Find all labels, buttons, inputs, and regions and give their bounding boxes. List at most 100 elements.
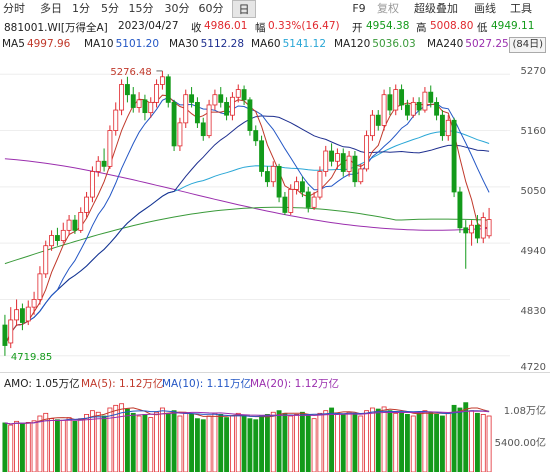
- candle-body: [194, 101, 200, 124]
- price-axis-label: 4720: [520, 362, 546, 373]
- candle: [8, 307, 14, 349]
- tab-1[interactable]: 多日: [40, 2, 62, 15]
- candle-body: [189, 94, 195, 103]
- candle-body: [276, 165, 282, 198]
- candle-body: [305, 191, 311, 208]
- tab-2[interactable]: 1分: [72, 2, 90, 15]
- candle-body: [329, 150, 335, 162]
- volume-bar: [305, 415, 311, 472]
- candle: [358, 163, 364, 185]
- candle-body: [19, 308, 25, 323]
- candle: [159, 70, 165, 90]
- candle-body: [469, 224, 475, 234]
- volume-bar: [60, 419, 66, 472]
- tab-5[interactable]: 30分: [164, 2, 190, 15]
- candle: [264, 166, 270, 187]
- tab-7[interactable]: 日: [232, 0, 256, 18]
- vol-ma10-line: [4, 410, 490, 425]
- candle-body: [235, 89, 241, 98]
- high-value: 5008.80: [430, 20, 474, 32]
- ma-label: MA30: [169, 38, 199, 50]
- candle: [469, 220, 475, 246]
- candlestick-chart[interactable]: 5276.48 4719.85: [0, 56, 550, 372]
- tab-6[interactable]: 60分: [198, 2, 224, 15]
- candle: [434, 97, 440, 121]
- candle-body: [66, 219, 72, 231]
- volume-bar: [2, 422, 8, 472]
- candle-body: [404, 104, 410, 116]
- candle: [212, 89, 218, 111]
- tab-9[interactable]: 复权: [377, 2, 399, 15]
- tab-8[interactable]: F9: [352, 2, 366, 15]
- candle: [247, 97, 253, 136]
- tab-10[interactable]: 超级叠加: [414, 2, 458, 15]
- candle: [340, 148, 346, 177]
- candle-body: [206, 104, 212, 137]
- volume-bar: [206, 415, 212, 472]
- candle: [463, 220, 469, 269]
- index-code: 881001.WI[万得全A]: [4, 22, 108, 34]
- volume-chart[interactable]: [0, 392, 550, 472]
- volume-bar: [84, 413, 90, 472]
- candle: [229, 92, 235, 121]
- candle-body: [241, 89, 247, 101]
- candle-body: [159, 76, 165, 85]
- candle-body: [364, 135, 370, 170]
- volume-bar: [463, 402, 469, 472]
- tab-12[interactable]: 工具: [510, 2, 532, 15]
- min-annotation: 4719.85: [11, 352, 52, 363]
- volume-bar: [381, 406, 387, 472]
- candle-body: [54, 235, 60, 241]
- candle: [410, 97, 416, 118]
- panel-divider: [0, 372, 550, 373]
- candle-body: [422, 91, 428, 111]
- tab-4[interactable]: 15分: [128, 2, 154, 15]
- tab-0[interactable]: 分时: [3, 2, 25, 15]
- candle-body: [130, 94, 136, 108]
- candle: [270, 161, 276, 187]
- candle-body: [375, 114, 381, 126]
- candle-body: [253, 130, 259, 142]
- volume-bar: [31, 420, 37, 472]
- volume-bar: [235, 412, 241, 472]
- candle: [113, 102, 119, 136]
- price-axis-label: 5050: [520, 186, 546, 197]
- volume-bar: [311, 418, 317, 472]
- low-label: 低: [477, 22, 488, 34]
- ma-legend-item: MA120 5036.03: [334, 38, 416, 50]
- candle: [124, 76, 130, 103]
- candle-body: [387, 94, 393, 111]
- volume-bar: [119, 403, 125, 472]
- candle-body: [212, 94, 218, 106]
- candle-body: [457, 191, 463, 229]
- volume-bar: [334, 412, 340, 472]
- volume-bar: [177, 415, 183, 472]
- candle-body: [78, 212, 84, 231]
- volume-bar: [142, 413, 148, 472]
- volume-bar: [194, 418, 200, 472]
- candle-body: [89, 171, 95, 198]
- volume-bar: [171, 410, 177, 472]
- volume-bar: [294, 413, 300, 472]
- candle-body: [346, 155, 352, 172]
- candle: [130, 87, 136, 113]
- candle: [72, 215, 78, 234]
- volume-bar: [124, 408, 130, 472]
- volume-bar: [404, 413, 410, 472]
- volume-bar: [37, 415, 43, 472]
- candle: [457, 186, 463, 233]
- candle-body: [474, 224, 480, 239]
- volume-bar: [159, 407, 165, 472]
- candle: [276, 163, 282, 203]
- volume-bar: [183, 412, 189, 472]
- candle-body: [43, 245, 49, 275]
- volume-bar: [282, 412, 288, 472]
- period-button[interactable]: (84日): [509, 37, 546, 53]
- candle-body: [2, 324, 8, 346]
- candle: [282, 191, 288, 215]
- candle: [428, 85, 434, 108]
- candle: [177, 117, 183, 152]
- ma-legend-item: MA240 5027.25: [427, 38, 509, 50]
- tab-3[interactable]: 5分: [101, 2, 119, 15]
- tab-11[interactable]: 画线: [474, 2, 496, 15]
